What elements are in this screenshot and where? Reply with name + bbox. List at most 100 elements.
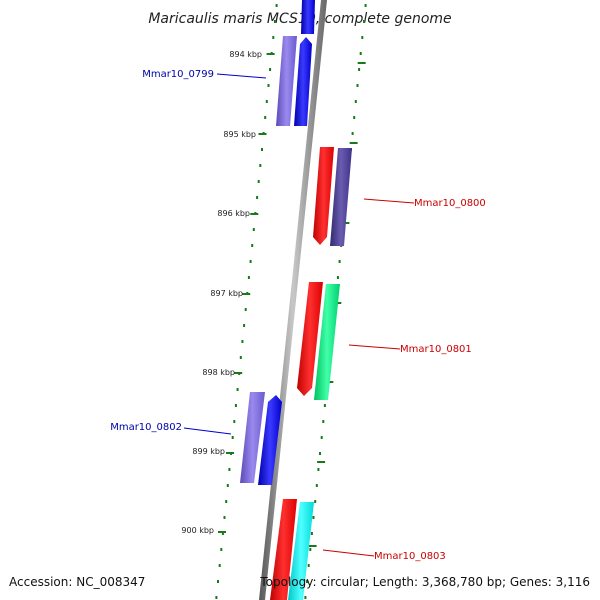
gene-Mmar10_0799[interactable] [294, 37, 312, 126]
minor-tick [363, 20, 365, 23]
minor-tick [336, 276, 339, 279]
minor-tick [304, 596, 307, 599]
gene-Mmar10_0800[interactable] [313, 147, 334, 245]
minor-tick [228, 468, 231, 471]
gene-Mmar10_0802[interactable] [258, 395, 282, 485]
major-tick [266, 53, 275, 55]
minor-tick [231, 436, 234, 439]
kbp-labels: 894 kbp 895 kbp 896 kbp 897 kbp 898 kbp … [181, 50, 262, 535]
minor-tick [241, 340, 244, 343]
minor-tick [315, 484, 318, 487]
minor-tick [351, 132, 354, 135]
minor-tick [257, 180, 260, 183]
cds-Mmar10_0801[interactable] [314, 284, 340, 400]
minor-tick [223, 516, 226, 519]
kbp-label-899: 899 kbp [192, 447, 225, 456]
kbp-label-894: 894 kbp [229, 50, 262, 59]
gene-Mmar10_0803[interactable] [270, 499, 297, 600]
minor-tick [323, 404, 326, 407]
label-Mmar10_0802[interactable]: Mmar10_0802 [110, 422, 182, 433]
major-tick [234, 372, 243, 374]
minor-tick [247, 276, 250, 279]
minor-tick [259, 164, 262, 167]
minor-tick [312, 516, 315, 519]
gene-Mmar10_0801[interactable] [297, 282, 323, 396]
kbp-label-898: 898 kbp [202, 368, 235, 377]
major-tick [250, 213, 259, 215]
major-tick [317, 461, 326, 463]
minor-tick [275, 4, 278, 7]
major-tick [218, 531, 226, 533]
minor-tick [320, 436, 323, 439]
label-Mmar10_0799[interactable]: Mmar10_0799 [142, 69, 214, 80]
minor-tick [356, 84, 359, 87]
kbp-label-900: 900 kbp [181, 526, 214, 535]
leader-Mmar10_0799 [216, 73, 267, 79]
major-tick [226, 452, 234, 454]
cds-Mmar10_0800[interactable] [330, 148, 352, 246]
minor-tick [251, 244, 254, 247]
minor-tick [353, 116, 356, 119]
minor-tick [319, 452, 321, 455]
minor-tick [314, 500, 317, 503]
leader-Mmar10_0800 [363, 198, 415, 204]
minor-tick [244, 308, 247, 311]
kbp-label-896: 896 kbp [217, 209, 250, 218]
tick-track-left [215, 4, 278, 599]
accession-text: Accession: NC_008347 [9, 575, 146, 589]
minor-tick [221, 532, 224, 535]
major-tick [357, 62, 366, 64]
label-Mmar10_0801[interactable]: Mmar10_0801 [400, 344, 472, 355]
cds-Mmar10_0802[interactable] [240, 392, 265, 483]
kbp-label-897: 897 kbp [210, 289, 243, 298]
minor-tick [272, 36, 275, 39]
minor-tick [217, 580, 219, 583]
minor-tick [307, 564, 310, 567]
minor-tick [269, 68, 272, 71]
minor-tick [322, 420, 325, 423]
minor-tick [249, 260, 252, 263]
minor-tick [226, 484, 229, 487]
minor-tick [218, 564, 221, 567]
minor-tick [274, 20, 276, 23]
gene-partial-top[interactable] [301, 0, 315, 34]
minor-tick [361, 36, 364, 39]
minor-tick [261, 148, 263, 151]
minor-tick [233, 420, 236, 423]
minor-tick [354, 100, 357, 103]
leader-Mmar10_0802 [183, 427, 232, 435]
minor-tick [306, 580, 308, 583]
minor-tick [317, 468, 320, 471]
leader-Mmar10_0801 [348, 344, 401, 350]
map-title: Maricaulis maris MCS10, complete genome [148, 11, 451, 27]
minor-tick [338, 260, 341, 263]
minor-tick [267, 84, 270, 87]
minor-tick [264, 116, 267, 119]
minor-tick [364, 4, 367, 7]
minor-tick [215, 596, 218, 599]
minor-tick [256, 196, 259, 199]
minor-tick [225, 500, 228, 503]
minor-tick [234, 404, 237, 407]
major-tick [242, 293, 251, 295]
leader-Mmar10_0803 [322, 549, 375, 557]
minor-tick [220, 548, 223, 551]
label-Mmar10_0800[interactable]: Mmar10_0800 [414, 198, 486, 209]
major-tick [308, 545, 317, 547]
label-Mmar10_0803[interactable]: Mmar10_0803 [374, 551, 446, 562]
cds-Mmar10_0803[interactable] [288, 502, 314, 600]
minor-tick [236, 388, 239, 391]
minor-tick [243, 324, 246, 327]
topology-text: Topology: circular; Length: 3,368,780 bp… [260, 575, 590, 589]
cds-Mmar10_0799[interactable] [276, 36, 297, 126]
major-tick [258, 133, 267, 135]
minor-tick [359, 52, 362, 55]
minor-tick [239, 356, 242, 359]
minor-tick [309, 548, 312, 551]
kbp-label-895: 895 kbp [223, 130, 256, 139]
minor-tick [252, 228, 255, 231]
minor-tick [358, 68, 361, 71]
minor-tick [310, 532, 313, 535]
minor-tick [265, 100, 268, 103]
